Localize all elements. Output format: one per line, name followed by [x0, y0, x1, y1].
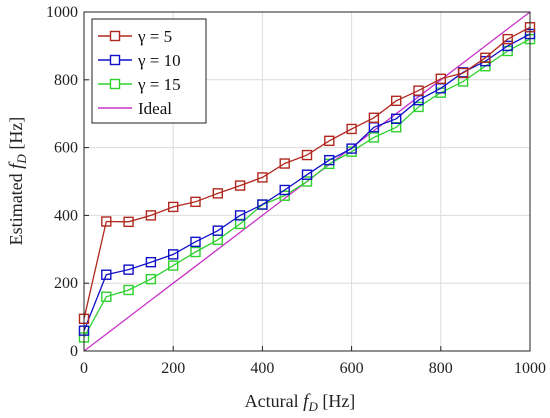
data-point — [502, 33, 513, 45]
y-tick-label: 400 — [54, 207, 78, 224]
data-point — [212, 225, 224, 236]
data-point — [123, 284, 134, 296]
data-point — [301, 169, 313, 180]
data-point — [457, 67, 469, 79]
ticks: 0 200 400 600 800 1000 0 200 400 600 800 1000 — [46, 4, 546, 377]
x-tick-label: 1000 — [514, 360, 546, 377]
series-line — [83, 38, 531, 338]
y-tick-label: 0 — [70, 343, 78, 360]
data-point — [480, 52, 491, 63]
legend-label: Ideal — [138, 99, 172, 118]
x-tick-label: 0 — [80, 360, 88, 377]
data-point — [167, 201, 179, 213]
y-axis-label-subscript: D — [14, 154, 29, 165]
data-point — [234, 180, 246, 191]
data-point — [502, 40, 513, 52]
data-point — [279, 184, 290, 196]
data-point — [324, 154, 335, 166]
data-point — [368, 132, 380, 143]
data-point — [167, 249, 179, 260]
data-point — [346, 123, 357, 135]
data-point — [324, 135, 335, 147]
data-point — [257, 172, 268, 183]
x-axis-label-symbol: f — [303, 391, 311, 412]
y-tick-label: 200 — [54, 275, 78, 292]
data-point — [368, 112, 380, 123]
data-point — [346, 143, 357, 154]
data-point — [257, 199, 268, 210]
series-layer — [78, 11, 536, 352]
data-point — [145, 256, 157, 268]
series-line — [83, 26, 531, 319]
x-axis-label-unit: [Hz] — [318, 391, 355, 411]
data-point — [123, 216, 134, 228]
data-point — [101, 216, 112, 227]
series-line — [83, 33, 531, 331]
y-axis-label-main: Estimated — [6, 169, 26, 245]
x-axis-label: Actural fD [Hz] — [245, 391, 356, 414]
x-tick-label: 800 — [429, 360, 453, 377]
data-point — [190, 246, 201, 258]
data-point — [279, 158, 290, 169]
data-point — [391, 113, 402, 124]
data-point — [391, 95, 402, 107]
y-tick-label: 800 — [54, 72, 78, 89]
legend-label: γ = 15 — [137, 75, 181, 94]
data-point — [123, 264, 134, 275]
x-axis-label-subscript: D — [307, 399, 318, 414]
legend: γ = 5 γ = 10 γ = 15 Ideal — [91, 18, 207, 124]
legend-swatch-marker — [109, 78, 121, 90]
data-point — [101, 291, 112, 302]
plot-frame — [83, 11, 531, 352]
data-point — [413, 85, 424, 96]
data-point — [435, 73, 446, 84]
legend-swatch-marker — [109, 30, 121, 42]
data-point — [279, 190, 290, 201]
legend-swatch-marker — [109, 54, 121, 66]
y-tick-label: 1000 — [46, 4, 78, 21]
legend-label: γ = 10 — [137, 51, 181, 70]
data-point — [145, 210, 157, 221]
y-axis-label: Estimated fD [Hz] — [6, 117, 29, 246]
data-point — [234, 210, 246, 221]
data-point — [190, 196, 201, 208]
y-axis-label-unit: [Hz] — [6, 117, 26, 154]
data-point — [212, 188, 224, 199]
x-tick-label: 600 — [340, 360, 364, 377]
data-point — [413, 101, 424, 113]
legend-label: γ = 5 — [137, 27, 172, 46]
data-point — [301, 149, 313, 161]
data-point — [301, 176, 313, 187]
x-tick-label: 400 — [250, 360, 274, 377]
data-point — [101, 269, 112, 280]
data-point — [190, 236, 201, 248]
y-tick-label: 600 — [54, 140, 78, 157]
x-tick-label: 200 — [161, 360, 185, 377]
data-point — [167, 260, 179, 271]
x-axis-label-main: Actural — [245, 391, 303, 411]
data-point — [145, 273, 157, 285]
y-axis-label-symbol: f — [6, 161, 27, 169]
